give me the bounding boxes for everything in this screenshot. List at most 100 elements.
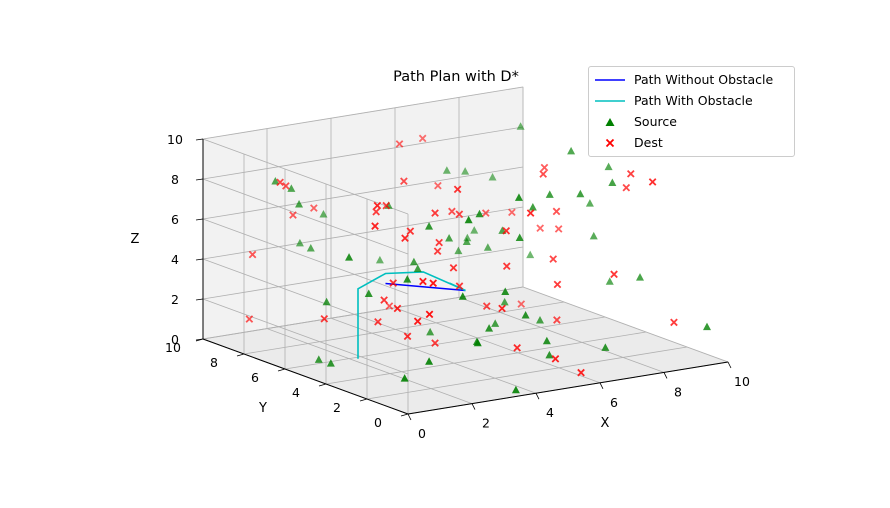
dest-point [554,225,563,233]
source-point [470,226,479,234]
dest-point [389,279,398,287]
source-point [461,167,470,175]
dest-point [513,344,521,352]
dest-point [382,201,391,210]
y-tick [277,368,286,372]
dest-point [526,209,535,217]
z-tick [195,178,204,181]
source-point [488,173,497,181]
dest-point [498,304,506,313]
legend-label: Path With Obstacle [634,93,753,108]
x-tick [535,393,540,400]
source-point [605,277,614,285]
source-point [462,237,471,246]
source-point [409,257,418,266]
y-tick-label: 8 [210,355,218,370]
dest-point [372,207,380,216]
z-tick-label: 10 [167,132,183,147]
z-tick-label: 2 [171,292,179,307]
source-point [500,297,509,306]
source-point [501,287,510,295]
dest-point [553,316,561,324]
x-tick [663,372,668,379]
dest-point [434,181,442,190]
dest-point [482,302,491,310]
dest-point [552,207,561,216]
dest-point [400,177,408,186]
legend-line-cyan [595,100,625,102]
y-tick-label: 4 [292,385,300,400]
source-point [545,350,554,359]
y-tick [318,383,327,387]
source-point [485,324,494,332]
x-tick [727,361,732,369]
dest-point [289,211,297,219]
source-point [426,327,435,336]
dest-point [401,234,409,242]
x-marker-icon [605,138,615,148]
dest-point [385,302,394,310]
dest-point [320,314,329,323]
dest-point [455,282,464,290]
source-point [454,246,463,255]
source-point [608,178,617,187]
dest-point [310,204,318,212]
y-tick-label: 10 [165,340,181,355]
source-point [295,238,304,247]
z-tick [195,338,204,341]
legend-label: Source [634,114,677,129]
dest-point [502,226,511,235]
dest-point [406,227,415,236]
source-point [521,311,530,319]
x-tick [407,413,412,421]
dest-point [413,317,422,326]
x-axis-label: X [601,416,610,431]
dest-point [508,208,516,217]
legend-label: Path Without Obstacle [634,72,774,87]
dest-point [403,332,412,341]
source-point [491,319,500,327]
dest-point [648,178,657,186]
source-point [542,336,551,345]
dest-point [622,183,631,192]
dest-point [419,277,427,286]
source-point [425,222,434,230]
source-point [442,166,451,174]
legend-label: Dest [634,135,663,150]
source-point [271,176,280,185]
source-point [576,189,585,198]
z-tick-label: 6 [171,212,179,227]
source-point [345,253,354,261]
chart-title: Path Plan with D* [393,69,519,85]
x-tick [599,382,604,389]
z-axis-label: Z [131,232,140,247]
legend: Path Without Obstacle Path With Obstacle… [588,66,795,157]
dest-point [431,339,439,347]
dest-point [536,224,545,233]
source-point [526,250,535,259]
z-tick-label: 4 [171,252,179,267]
dest-point [449,263,458,272]
source-point [319,210,328,218]
source-point [306,243,315,252]
source-point [403,275,412,283]
y-axis-line [202,338,409,415]
series-line-1 [357,271,466,359]
dest-point [448,207,456,216]
legend-line-blue [595,79,625,81]
source-point [585,199,594,207]
source-point [636,273,644,281]
z-tick [195,298,204,301]
dest-point [374,317,382,326]
source-point [364,289,373,297]
source-point [516,122,525,130]
y-tick-label: 6 [251,370,259,385]
dest-point [393,304,402,313]
source-point [703,322,711,331]
source-point [314,355,323,363]
dest-point [577,368,585,377]
source-point [295,199,304,208]
y-tick-label: 0 [374,415,382,430]
y-tick [236,353,245,357]
